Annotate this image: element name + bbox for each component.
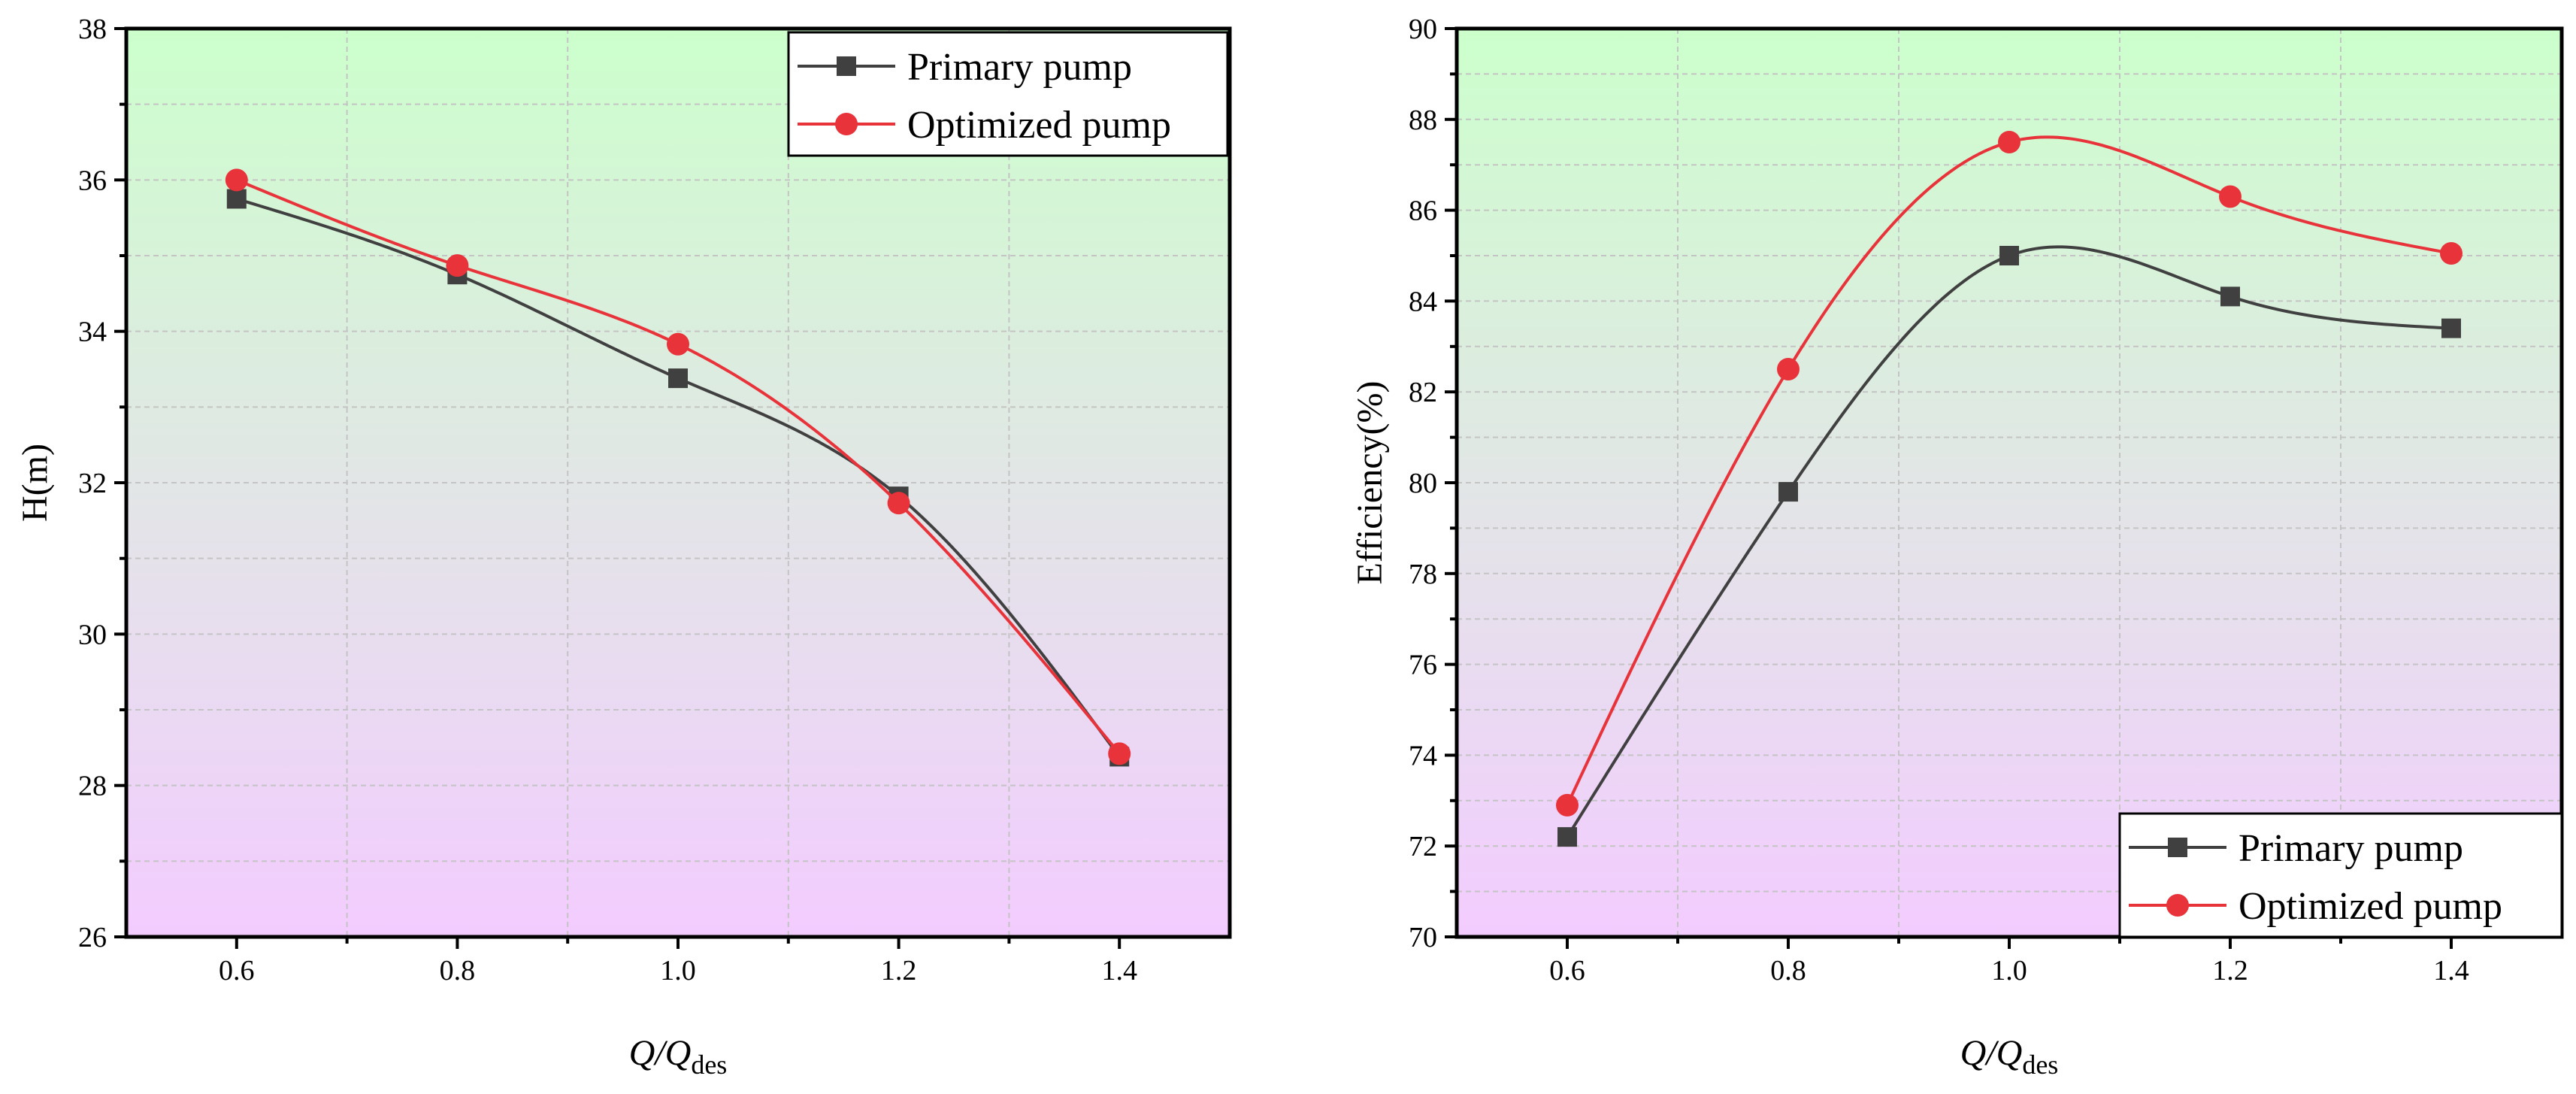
series-optimized-pump <box>225 168 1131 765</box>
legend-item: Primary pump <box>2129 827 2463 870</box>
legend-item: Optimized pump <box>2129 885 2502 928</box>
x-axis-title-main: Q/Q <box>1960 1033 2023 1073</box>
legend-box <box>2118 812 2563 938</box>
data-point <box>1998 131 2021 153</box>
series-primary-pump <box>1557 245 2461 847</box>
legend-box <box>787 31 1229 157</box>
y-axis-title: H(m) <box>15 444 55 522</box>
y-tick-label: 72 <box>1409 831 1437 862</box>
y-tick-label: 78 <box>1409 559 1437 590</box>
data-point <box>446 254 469 277</box>
x-tick-label: 1.0 <box>660 955 696 986</box>
series-optimized-pump <box>1556 131 2462 817</box>
y-tick-label: 84 <box>1409 286 1437 317</box>
data-point <box>1556 793 1579 817</box>
grid <box>1457 29 2562 937</box>
x-tick-label: 1.2 <box>2212 955 2248 986</box>
x-tick-label: 1.0 <box>1991 955 2027 986</box>
efficiency-chart: 70 72 74 76 78 80 82 84 86 88 90 0.6 0.8 1.0 1.2 1.4 Q/Q… <box>1350 14 2564 1080</box>
data-point <box>887 492 910 515</box>
x-axis: 0.6 0.8 1.0 1.2 1.4 <box>219 937 1137 986</box>
y-tick-label: 80 <box>1409 468 1437 499</box>
x-axis-title-sub: des <box>2022 1050 2058 1080</box>
x-tick-label: 0.6 <box>219 955 255 986</box>
y-axis-title: Efficiency(%) <box>1350 381 1390 585</box>
x-tick-label: 1.2 <box>881 955 917 986</box>
data-point <box>2220 286 2240 307</box>
data-point <box>1778 482 1798 502</box>
y-tick-label: 32 <box>78 468 107 499</box>
x-tick-label: 0.8 <box>440 955 476 986</box>
data-point <box>667 332 689 356</box>
y-tick-label: 36 <box>78 165 107 196</box>
x-axis-title: Q/Qdes <box>629 1033 728 1080</box>
data-point <box>225 168 248 192</box>
legend-label: Primary pump <box>907 46 1132 89</box>
y-tick-label: 90 <box>1409 14 1437 45</box>
y-tick-label: 88 <box>1409 105 1437 136</box>
legend-label: Primary pump <box>2238 827 2463 870</box>
data-point <box>1999 246 2019 265</box>
y-tick-label: 86 <box>1409 195 1437 227</box>
data-point <box>2441 318 2461 338</box>
x-axis-title-sub: des <box>691 1050 727 1080</box>
y-tick-label: 34 <box>78 317 107 348</box>
data-point <box>226 189 247 209</box>
y-tick-label: 28 <box>78 771 107 802</box>
head-chart: 26 28 30 32 34 36 38 0.6 0.8 1.0 1.2 1.4 Q/Qdes H(m) P… <box>15 14 1232 1080</box>
y-tick-label: 38 <box>78 14 107 45</box>
legend-marker <box>835 113 858 135</box>
legend-marker <box>2166 894 2189 917</box>
y-tick-label: 26 <box>78 922 107 953</box>
x-axis-title-main: Q/Q <box>629 1033 692 1073</box>
x-tick-label: 1.4 <box>1101 955 1137 986</box>
x-axis: 0.6 0.8 1.0 1.2 1.4 <box>1549 937 2469 986</box>
legend-item: Optimized pump <box>798 104 1171 147</box>
x-tick-label: 0.8 <box>1770 955 1806 986</box>
legend-marker <box>2168 838 2187 857</box>
legend: Primary pump Optimized pump <box>787 31 1229 157</box>
y-tick-label: 30 <box>78 619 107 650</box>
legend: Primary pump Optimized pump <box>2118 812 2563 938</box>
x-tick-label: 1.4 <box>2433 955 2469 986</box>
data-point <box>1777 358 1800 380</box>
data-point <box>1108 742 1131 765</box>
grid <box>126 29 1230 937</box>
data-point <box>1557 827 1577 847</box>
legend-label: Optimized pump <box>2238 885 2502 928</box>
data-point <box>2440 241 2462 265</box>
data-point <box>2219 185 2242 208</box>
legend-label: Optimized pump <box>907 104 1171 147</box>
x-tick-label: 0.6 <box>1549 955 1585 986</box>
data-point <box>668 368 688 389</box>
legend-marker <box>837 56 856 76</box>
y-tick-label: 70 <box>1409 922 1437 953</box>
y-axis: 26 28 30 32 34 36 38 <box>78 14 126 953</box>
y-tick-label: 74 <box>1409 740 1437 771</box>
x-axis-title: Q/Qdes <box>1960 1033 2059 1080</box>
y-tick-label: 76 <box>1409 650 1437 681</box>
y-axis: 70 72 74 76 78 80 82 84 86 88 90 <box>1409 14 1457 953</box>
y-tick-label: 82 <box>1409 377 1437 408</box>
legend-item: Primary pump <box>798 46 1132 89</box>
